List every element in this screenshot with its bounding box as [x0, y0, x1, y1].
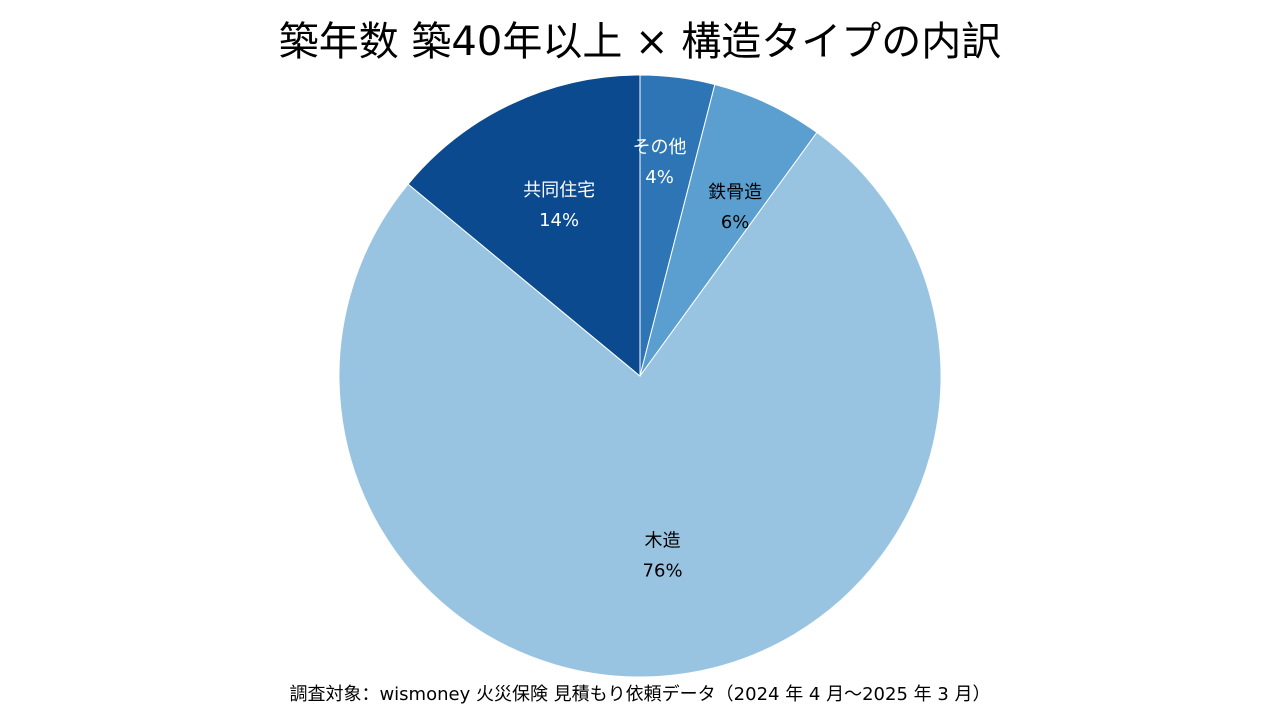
slice-label-1: その他 [633, 137, 687, 158]
pie-slice-3 [338, 131, 942, 678]
pie-slice-4 [407, 74, 641, 378]
chart-title: 築年数 築40年以上 × 構造タイプの内訳 [278, 19, 1002, 65]
slice-label-4: 共同住宅 [523, 180, 595, 201]
slice-value-label-4: 14% [539, 210, 579, 231]
slice-value-label-2: 6% [721, 212, 750, 233]
slice-value-label-3: 76% [643, 561, 683, 582]
source-footnote: 調査対象：wismoney 火災保険 見積もり依頼データ（2024 年 4 月〜… [289, 684, 991, 705]
slice-label-3: 木造 [645, 531, 681, 552]
slice-value-label-1: 4% [645, 167, 674, 188]
pie-slices [338, 74, 942, 678]
pie-labels: その他 4% 鉄骨造 6% 木造 76% 共同住宅 14% [523, 137, 762, 582]
slice-label-2: 鉄骨造 [708, 182, 762, 203]
